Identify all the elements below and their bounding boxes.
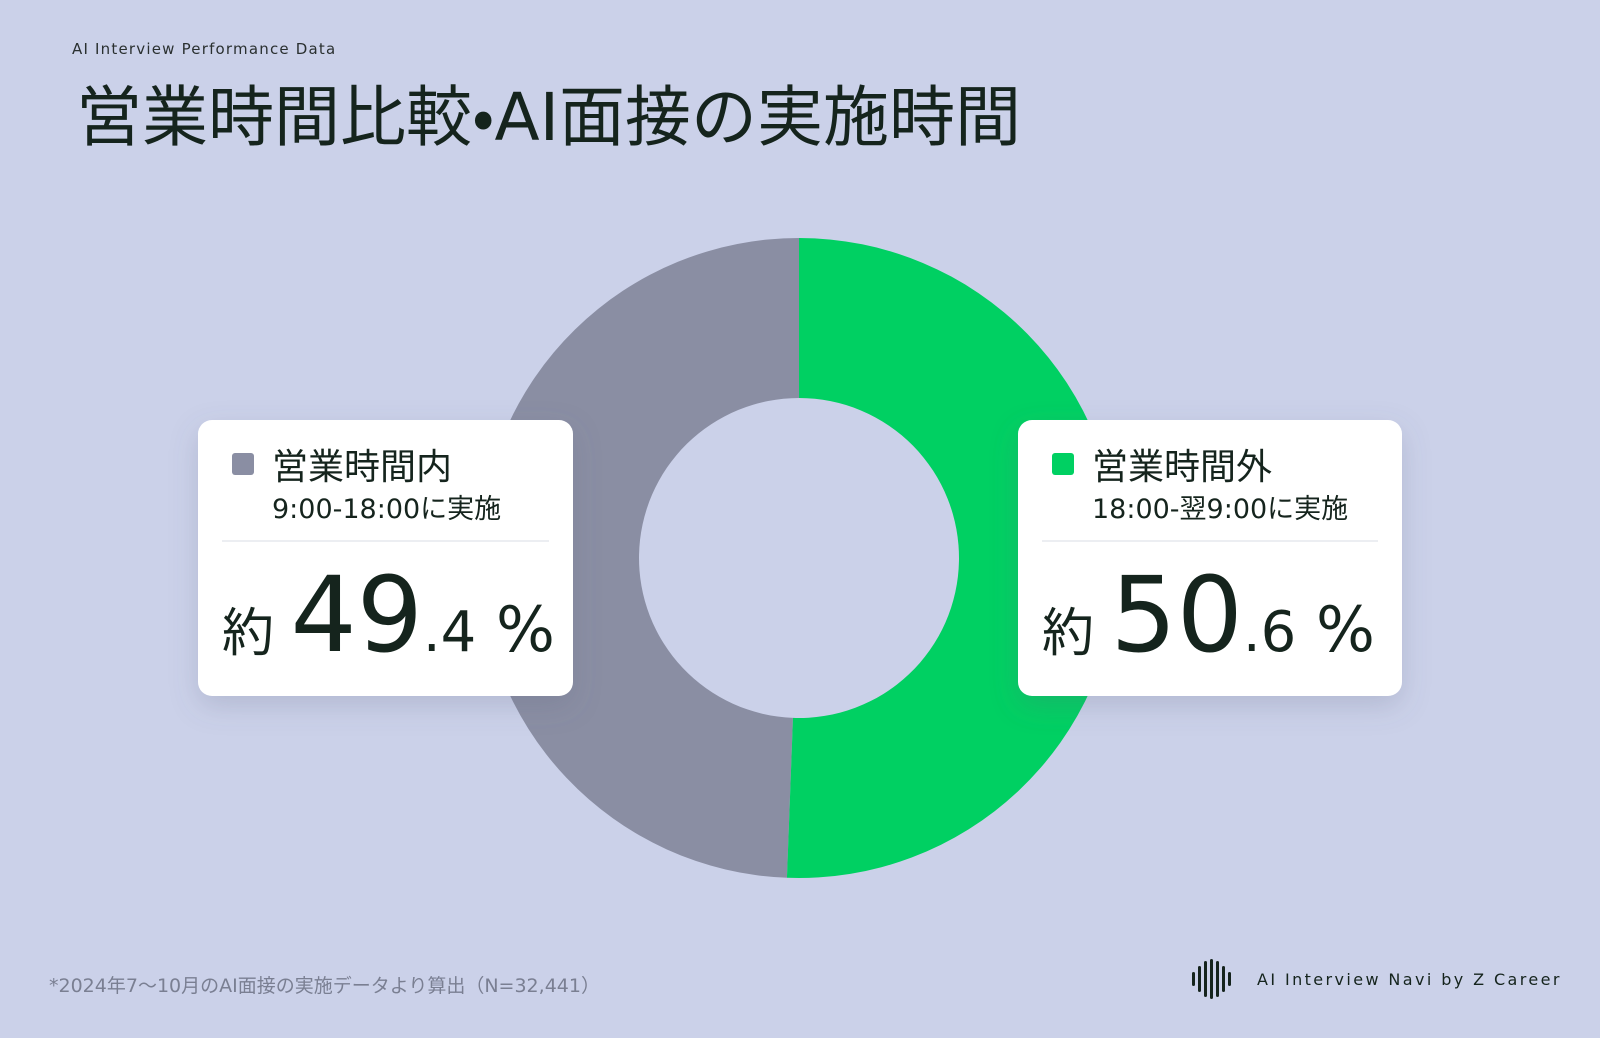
legend-label: 営業時間内 [272, 447, 452, 488]
card-background [198, 420, 573, 696]
legend-description: 9:00-18:00に実施 [272, 494, 501, 525]
brand: AI Interview Navi by Z Career [1257, 970, 1562, 989]
legend-label: 営業時間外 [1092, 447, 1272, 488]
legend-swatch [232, 453, 254, 475]
legend-description: 18:00-翌9:00に実施 [1092, 494, 1348, 525]
eyebrow: AI Interview Performance Data [72, 40, 336, 58]
legend-swatch [1052, 453, 1074, 475]
card-background [1018, 420, 1402, 696]
footnote: *2024年7〜10月のAI面接の実施データより算出（N=32,441） [49, 975, 600, 997]
brand-logo [1192, 959, 1231, 999]
value-label: 約 50.6 % [1042, 554, 1375, 676]
donut-segment [786, 238, 1119, 878]
chart-title: 営業時間比較・AI面接の実施時間 [76, 79, 1021, 156]
value-label: 約 49.4 % [222, 554, 555, 676]
donut [478, 238, 1119, 878]
donut-segment [478, 238, 799, 878]
